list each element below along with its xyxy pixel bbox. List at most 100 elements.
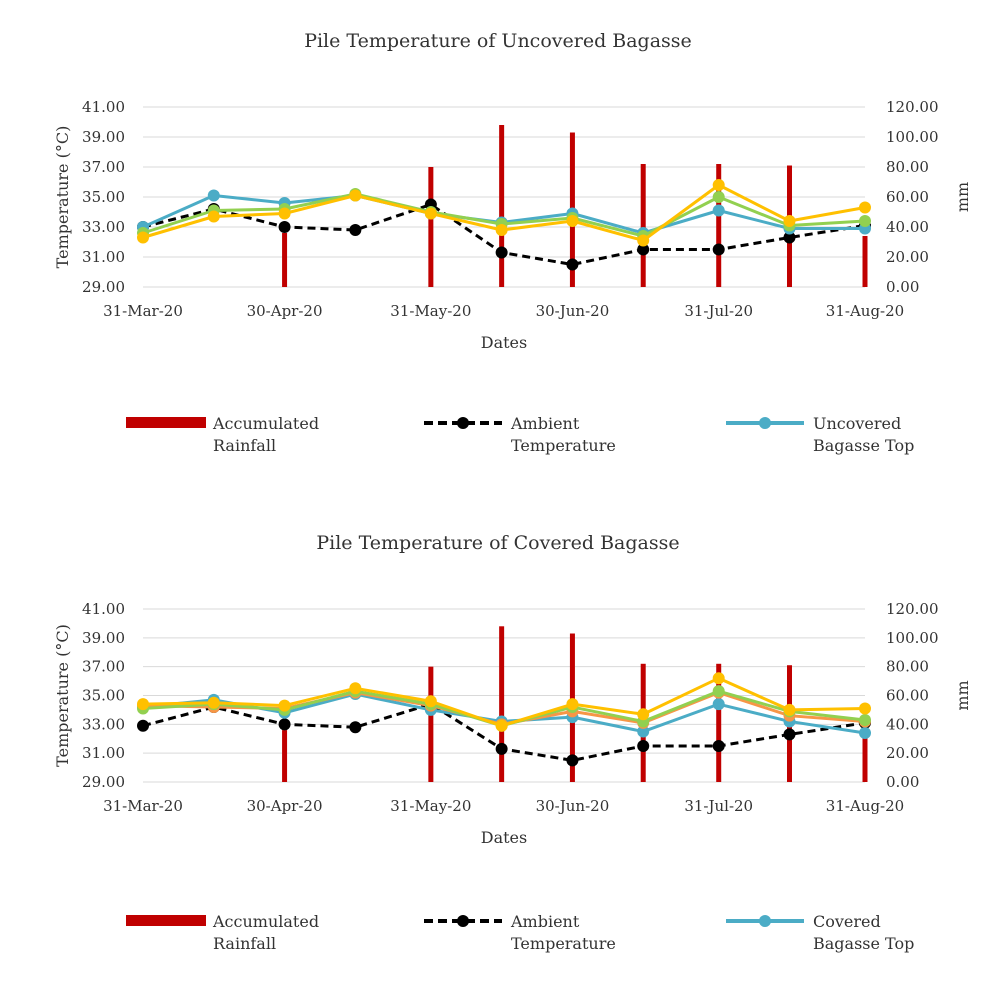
x-tick-label: 30-Jun-20	[536, 302, 610, 320]
series-point	[278, 221, 291, 233]
x-tick-label: 31-Mar-20	[103, 797, 183, 815]
y2-tick-label: 120.00	[886, 600, 939, 618]
y2-tick-label: 80.00	[886, 158, 929, 176]
rainfall-bar	[716, 663, 722, 782]
chart-covered-svg: Pile Temperature of Covered Bagasse 29.00…	[53, 532, 972, 953]
series-point	[783, 231, 796, 244]
series-point	[349, 721, 362, 734]
series-point	[207, 696, 220, 709]
x-tick-label: 31-Aug-20	[826, 302, 904, 320]
series-point	[278, 207, 291, 220]
series-point	[859, 215, 871, 227]
legend-label: Accumulated Rainfall	[212, 912, 319, 953]
series-point	[712, 243, 725, 256]
y-axis-label: Temperature (°C)	[53, 126, 72, 269]
legend-label: Ambient Temperature	[510, 912, 616, 953]
rainfall-bar	[862, 732, 868, 782]
series-point	[637, 234, 650, 247]
rainfall-bar	[428, 167, 434, 287]
series-point	[712, 204, 725, 217]
chart-uncovered-svg: Pile Temperature of Uncovered Bagasse 29.…	[53, 30, 972, 455]
y-tick-label: 31.00	[82, 744, 125, 762]
y2-tick-label: 0.00	[886, 278, 919, 296]
rainfall-bar	[428, 666, 434, 782]
y2-tick-label: 40.00	[886, 218, 929, 236]
legend-swatch-rainfall	[126, 915, 206, 926]
legend-swatch-marker	[457, 915, 469, 927]
x-tick-label: 31-Aug-20	[826, 797, 904, 815]
rainfall-bar	[282, 233, 288, 287]
series-point	[137, 698, 149, 711]
x-axis-label: Dates	[481, 828, 527, 847]
y-tick-label: 29.00	[82, 278, 125, 296]
y2-tick-label: 20.00	[886, 744, 929, 762]
rainfall-bar	[282, 730, 288, 782]
x-tick-label: 31-Mar-20	[103, 302, 183, 320]
x-tick-label: 31-May-20	[390, 797, 471, 815]
series-point	[712, 685, 725, 698]
legend-swatch-marker	[759, 915, 771, 927]
y-tick-label: 35.00	[82, 188, 125, 206]
chart-title: Pile Temperature of Uncovered Bagasse	[304, 30, 692, 52]
series-point	[207, 210, 220, 223]
legend-swatch-marker	[457, 417, 469, 429]
series-point	[566, 754, 579, 767]
y2-tick-label: 60.00	[886, 687, 929, 705]
legend-swatch-marker	[759, 417, 771, 429]
series-point	[349, 189, 362, 202]
x-tick-label: 30-Apr-20	[247, 797, 323, 815]
rainfall-bar	[716, 164, 722, 287]
legend-label: Accumulated Rainfall	[212, 414, 319, 455]
series-point	[349, 682, 362, 695]
series-point	[278, 718, 291, 731]
series-point	[137, 719, 149, 732]
series-point	[637, 725, 650, 738]
chart-title: Pile Temperature of Covered Bagasse	[316, 532, 679, 554]
y-tick-label: 33.00	[82, 715, 125, 733]
y-tick-label: 35.00	[82, 687, 125, 705]
legend-label: Uncovered Bagasse Top	[813, 414, 914, 455]
y-tick-label: 41.00	[82, 98, 125, 116]
y2-axis-label: mm	[953, 680, 972, 710]
series-point	[566, 258, 579, 271]
series-point	[566, 698, 579, 711]
y2-tick-label: 100.00	[886, 128, 939, 146]
series-point	[207, 189, 220, 202]
x-tick-label: 31-Jul-20	[684, 302, 753, 320]
rainfall-bar	[499, 125, 505, 287]
series-point	[495, 246, 508, 259]
series-point	[349, 224, 362, 236]
series-point	[424, 695, 437, 708]
series-point	[495, 224, 508, 236]
legend-label: Ambient Temperature	[510, 414, 616, 455]
legend-swatch-rainfall	[126, 417, 206, 428]
y2-tick-label: 60.00	[886, 188, 929, 206]
series-point	[859, 714, 871, 727]
series-point	[712, 739, 725, 752]
y2-tick-label: 120.00	[886, 98, 939, 116]
x-tick-label: 30-Apr-20	[247, 302, 323, 320]
chart-covered: Pile Temperature of Covered Bagasse 29.00…	[0, 498, 997, 997]
y-tick-label: 29.00	[82, 773, 125, 791]
y-tick-label: 39.00	[82, 128, 125, 146]
y-tick-label: 37.00	[82, 658, 125, 676]
y2-tick-label: 80.00	[886, 658, 929, 676]
chart-uncovered: Pile Temperature of Uncovered Bagasse 29.…	[0, 0, 997, 498]
y2-tick-label: 0.00	[886, 773, 919, 791]
y2-axis-label: mm	[953, 182, 972, 212]
series-point	[712, 698, 725, 711]
y-tick-label: 41.00	[82, 600, 125, 618]
series-point	[566, 215, 579, 227]
rainfall-bar	[862, 236, 868, 287]
x-axis-label: Dates	[481, 333, 527, 352]
series-point	[859, 702, 871, 715]
series-point	[783, 728, 796, 741]
series-point	[712, 191, 725, 203]
series-point	[137, 231, 149, 244]
series-point	[495, 719, 508, 732]
series-point	[637, 708, 650, 721]
x-tick-label: 30-Jun-20	[536, 797, 610, 815]
series-point	[783, 703, 796, 716]
series-point	[278, 699, 291, 712]
y-tick-label: 37.00	[82, 158, 125, 176]
